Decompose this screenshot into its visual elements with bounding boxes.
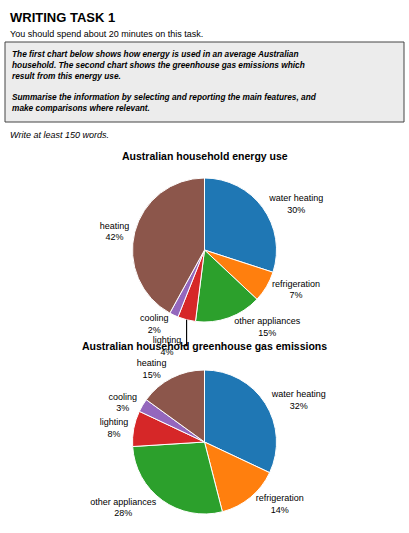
svg-text:water heating32%: water heating32% <box>271 389 326 411</box>
svg-text:lighting4%: lighting4% <box>153 335 182 357</box>
svg-text:other appliances28%: other appliances28% <box>90 497 157 519</box>
svg-text:other appliances15%: other appliances15% <box>234 316 301 338</box>
svg-text:Australian household energy us: Australian household energy use <box>122 150 288 162</box>
svg-text:water heating30%: water heating30% <box>268 193 323 215</box>
svg-text:cooling3%: cooling3% <box>109 392 138 414</box>
svg-text:WRITING TASK 1: WRITING TASK 1 <box>10 10 115 25</box>
svg-text:refrigeration7%: refrigeration7% <box>272 279 320 301</box>
svg-text:heating15%: heating15% <box>137 358 167 380</box>
svg-text:heating42%: heating42% <box>100 221 130 243</box>
svg-text:lighting8%: lighting8% <box>100 417 129 439</box>
svg-text:The first chart below shows ho: The first chart below shows how energy i… <box>12 49 317 113</box>
svg-text:Write at least 150 words.: Write at least 150 words. <box>10 130 109 140</box>
svg-text:Australian household greenhous: Australian household greenhouse gas emis… <box>82 340 327 352</box>
svg-text:cooling2%: cooling2% <box>140 313 169 335</box>
svg-text:You should spend about 20 minu: You should spend about 20 minutes on thi… <box>10 29 203 39</box>
svg-text:refrigeration14%: refrigeration14% <box>256 493 304 515</box>
